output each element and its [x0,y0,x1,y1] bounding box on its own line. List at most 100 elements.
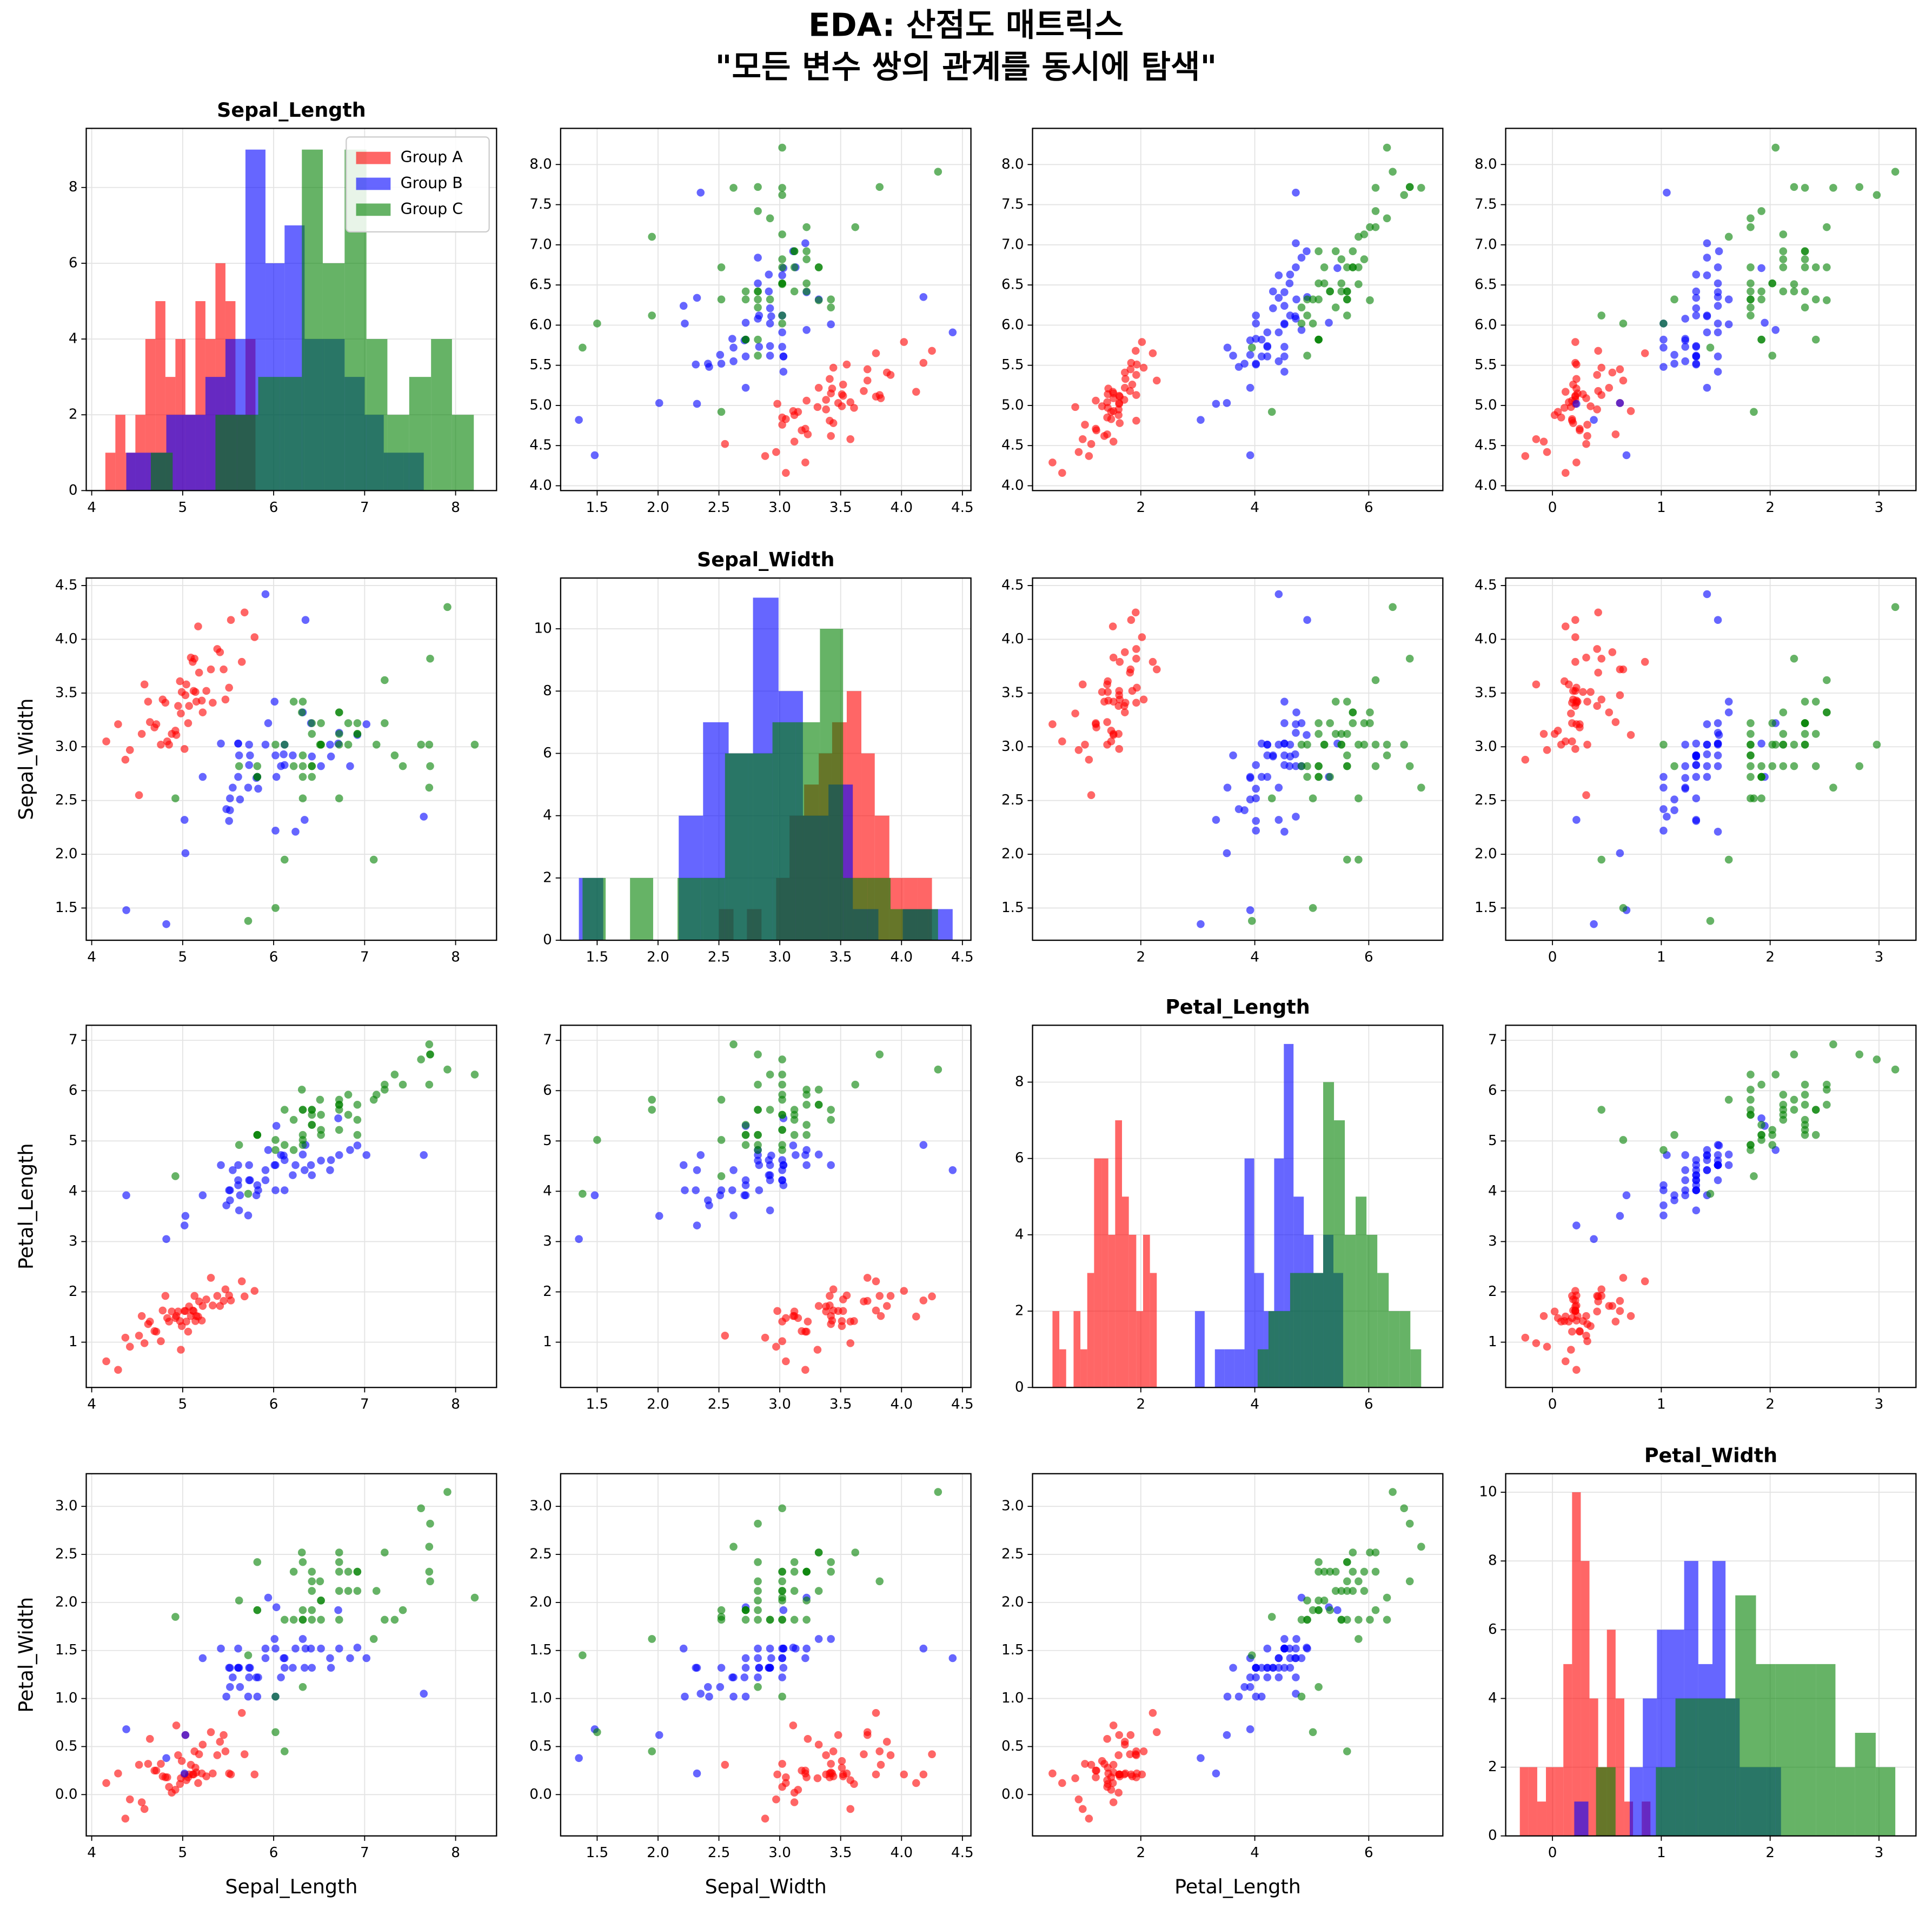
y-tick-label: 3.0 [529,1498,552,1514]
scatter-point [778,1070,786,1079]
y-tick-label: 7 [1488,1032,1497,1048]
scatter-point [792,1644,800,1653]
scatter-point [1692,794,1701,802]
scatter-point [1303,773,1311,781]
scatter-point [1343,311,1351,320]
scatter-point [1349,1548,1357,1557]
scatter-point [1331,697,1340,706]
scatter-point [1303,311,1311,320]
y-tick-label: 3.0 [1001,1498,1024,1514]
scatter-point [369,1095,378,1104]
scatter-point [802,1091,811,1099]
scatter-point [1087,440,1096,448]
scatter-point [1714,293,1722,301]
scatter-point [1757,773,1765,781]
scatter-point [1703,328,1711,337]
y-tick-label: 3.0 [1475,739,1497,755]
x-tick-label: 6 [269,1397,278,1413]
scatter-point [102,1357,110,1366]
scatter-point [236,1191,244,1200]
scatter-point [226,794,234,802]
scatter-point [1590,1235,1598,1244]
scatter-point [1790,1106,1798,1114]
scatter-point [846,435,854,443]
scatter-point [1303,1644,1311,1653]
scatter-point [176,677,184,686]
scatter-point [335,1587,343,1595]
histogram-bar [1300,1273,1312,1388]
histogram-bar [1835,1767,1855,1836]
scatter-point [754,183,762,191]
x-tick-label: 6 [1364,1845,1373,1861]
scatter-point [1582,653,1590,662]
scatter-point [180,1769,189,1778]
histogram-bar [1546,1767,1555,1836]
x-tick-label: 4.5 [951,1845,974,1861]
scatter-point [1280,343,1289,351]
y-tick-label: 5.0 [1001,397,1024,413]
scatter-point [1706,343,1715,352]
scatter-point [1280,1664,1289,1672]
y-axis-label: Sepal_Width [15,699,38,820]
scatter-point [754,1558,762,1566]
histogram-bar [748,753,773,941]
scatter-point [754,295,762,304]
scatter-point [1567,1346,1575,1354]
histogram-bar [1696,1698,1716,1836]
scatter-point [189,1770,197,1779]
scatter-point [754,1683,762,1691]
scatter-point [838,1757,846,1765]
scatter-point [1303,741,1311,749]
histogram-bar [1194,1311,1205,1388]
scatter-point [1355,1635,1363,1643]
scatter-point [779,1606,788,1614]
scatter-point [1714,368,1722,376]
scatter-point [1571,393,1579,401]
scatter-point [1714,762,1722,770]
scatter-point [184,719,192,727]
scatter-point [877,1312,885,1320]
x-axis-label: Petal_Length [1174,1875,1301,1898]
scatter-point [802,255,811,263]
scatter-point [209,1301,217,1309]
histogram-bar [1537,1801,1546,1836]
scatter-point [399,762,407,770]
scatter-point [1616,691,1624,700]
histogram-bar [1399,1311,1411,1388]
histogram-bar [867,877,891,941]
scatter-point [1314,247,1323,256]
scatter-point [1269,304,1277,312]
scatter-point [1811,295,1820,304]
y-tick-label: 6 [69,255,78,271]
scatter-point [1355,232,1363,241]
y-tick-label: 6.0 [1475,317,1497,333]
scatter-point [271,904,280,912]
scatter-point [826,416,834,425]
scatter-point [827,1106,835,1114]
scatter-point [648,1635,656,1643]
scatter-point [729,1542,738,1551]
scatter-point [271,751,280,760]
scatter-point [277,762,285,770]
scatter-point [1593,405,1601,414]
scatter-point [1371,1606,1380,1614]
scatter-point [1337,1615,1346,1624]
scatter-point [826,1292,834,1300]
scatter-point [281,1654,289,1663]
histogram-bar [1596,1767,1616,1836]
scatter-point [814,1151,823,1159]
scatter-point [1314,1597,1323,1605]
scatter-point [1109,389,1118,397]
scatter-point [1616,1307,1624,1315]
scatter-point [729,184,738,192]
y-tick-label: 5.5 [1001,357,1024,373]
scatter-point [579,1651,587,1659]
scatter-point [254,1673,262,1681]
scatter-point [1263,328,1272,337]
scatter-point [185,702,193,710]
scatter-point [226,1683,234,1691]
scatter-point [846,1805,854,1813]
scatter-point [778,1673,786,1681]
scatter-point [1576,1327,1584,1335]
scatter-point [1572,400,1581,408]
